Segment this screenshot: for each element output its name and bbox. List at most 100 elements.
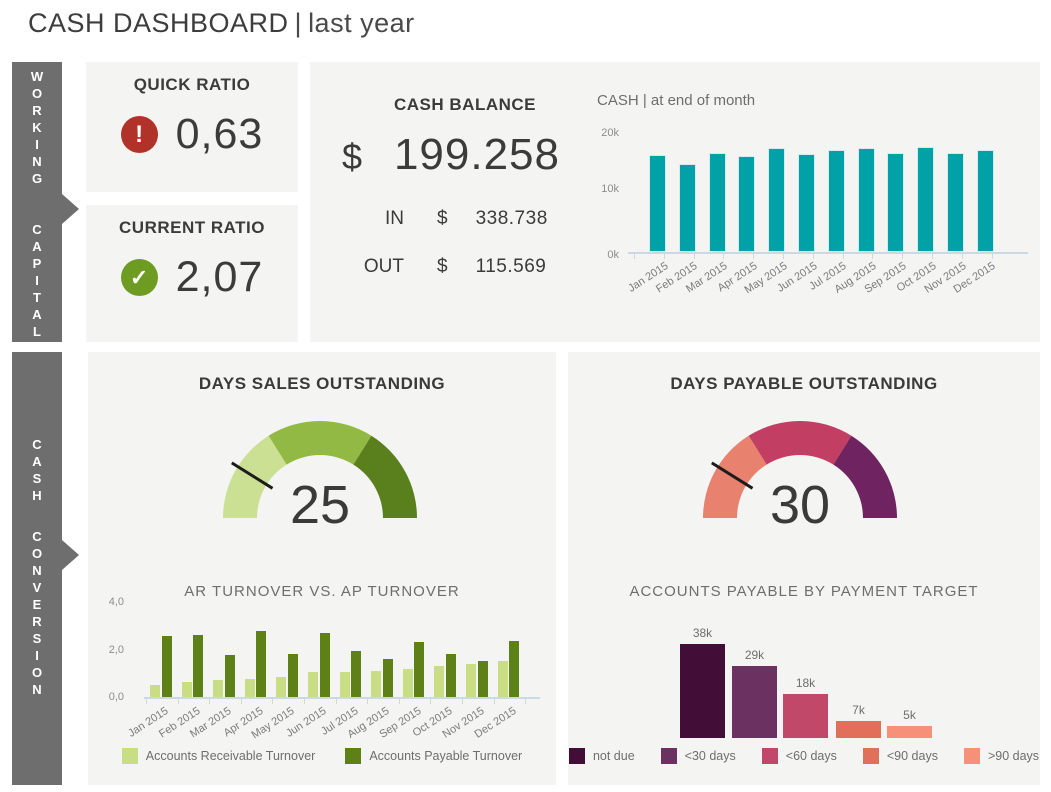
turnover-bar[interactable] xyxy=(193,635,204,697)
turnover-bar[interactable] xyxy=(339,672,350,697)
legend-item[interactable]: <30 days xyxy=(660,748,736,764)
cash-bar[interactable] xyxy=(857,148,875,252)
legend-item[interactable]: Accounts Payable Turnover xyxy=(345,748,522,764)
check-icon: ✓ xyxy=(120,259,158,296)
cash-bar[interactable] xyxy=(708,152,726,252)
cash-bar[interactable] xyxy=(976,149,994,252)
turnover-bar[interactable] xyxy=(371,670,382,697)
payment-bar[interactable] xyxy=(783,693,828,738)
cash-in-value: 338.738 xyxy=(475,208,548,229)
cash-bar[interactable] xyxy=(649,155,666,252)
turnover-bar[interactable] xyxy=(150,685,160,697)
axis-tick xyxy=(842,254,844,259)
gauge-needle-icon xyxy=(231,461,274,490)
currency-symbol: $ xyxy=(342,136,363,177)
tab-letter: A xyxy=(32,307,42,322)
cash-bar[interactable] xyxy=(678,163,696,252)
turnover-bar[interactable] xyxy=(213,680,224,697)
turnover-bar[interactable] xyxy=(308,672,318,697)
turnover-bar[interactable] xyxy=(244,679,255,697)
turnover-bar[interactable] xyxy=(276,676,287,697)
axis-tick xyxy=(493,699,495,704)
turnover-bar[interactable] xyxy=(509,641,520,697)
legend-swatch xyxy=(345,748,362,764)
tab-letter: G xyxy=(31,171,43,186)
tab-letter: A xyxy=(32,239,42,254)
legend-item[interactable]: >90 days xyxy=(963,748,1039,764)
turnover-bar[interactable] xyxy=(256,630,267,697)
payment-bar[interactable] xyxy=(732,666,777,738)
gauge-arc xyxy=(703,421,897,518)
gauge-segment xyxy=(268,421,372,465)
legend-item[interactable]: <60 days xyxy=(761,748,837,764)
turnover-bar[interactable] xyxy=(477,661,488,697)
cash-bar[interactable] xyxy=(947,152,964,252)
dpo-title: DAYS PAYABLE OUTSTANDING xyxy=(670,374,938,393)
tab-letter: N xyxy=(32,682,42,697)
legend-item[interactable]: not due xyxy=(568,748,635,764)
cash-bar[interactable] xyxy=(798,153,815,252)
tab-letter: C xyxy=(32,222,42,237)
turnover-bar[interactable] xyxy=(497,661,508,697)
current-ratio-card: CURRENT RATIO ✓ 2,07 xyxy=(86,205,298,342)
cash-out-row: OUT $ 115.569 xyxy=(340,256,546,278)
turnover-bar[interactable] xyxy=(414,642,425,697)
page-title-main: CASH DASHBOARD xyxy=(28,8,289,38)
turnover-bar[interactable] xyxy=(319,632,330,697)
y-axis-label: 0,0 xyxy=(108,691,124,703)
legend-label: <30 days xyxy=(684,749,736,763)
days-sales-outstanding-card: DAYS SALES OUTSTANDING 25 AR TURNOVER VS… xyxy=(88,352,556,785)
turnover-bar[interactable] xyxy=(224,655,235,697)
payment-bar[interactable] xyxy=(680,644,725,738)
bar-value-label: 38k xyxy=(692,626,713,641)
cash-in-row: IN $ 338.738 xyxy=(340,208,548,230)
axis-tick xyxy=(932,254,933,259)
y-axis-label: 2,0 xyxy=(108,644,124,656)
tab-letter: C xyxy=(32,529,42,544)
tab-letter: N xyxy=(32,154,42,169)
current-ratio-title: CURRENT RATIO xyxy=(119,218,265,237)
tab-letter: S xyxy=(32,631,42,646)
turnover-bar[interactable] xyxy=(161,636,172,697)
legend-label: not due xyxy=(592,749,635,763)
cash-bar[interactable] xyxy=(768,148,786,252)
turnover-bar[interactable] xyxy=(466,663,476,697)
axis-tick xyxy=(146,699,147,704)
turnover-bar[interactable] xyxy=(445,654,456,697)
turnover-bar[interactable] xyxy=(351,650,362,697)
turnover-bar[interactable] xyxy=(181,681,192,697)
page-title-subtitle: last year xyxy=(308,8,415,38)
axis-tick xyxy=(304,699,305,704)
turnover-bar[interactable] xyxy=(434,666,445,697)
bar-value-label: 18k xyxy=(795,675,816,690)
quick-ratio-title: QUICK RATIO xyxy=(133,75,251,94)
tab-letter: N xyxy=(32,563,42,578)
y-axis-label: 10k xyxy=(601,183,619,195)
axis-tick xyxy=(462,699,463,704)
turnover-bar[interactable] xyxy=(382,659,393,697)
ar-ap-turnover-chart: 0,0 2,0 4,0 Jan 2015 Feb 2015 Mar 2015 Apr 201… xyxy=(88,592,556,742)
payment-target-chart: 38k 29k 18k 7k 5k xyxy=(568,592,1040,742)
turnover-bar[interactable] xyxy=(287,654,298,697)
bar-value-label: 5k xyxy=(903,707,916,722)
tab-letter: C xyxy=(32,437,42,452)
payment-bar[interactable] xyxy=(887,725,932,738)
payment-bar[interactable] xyxy=(836,720,881,738)
tab-arrow-icon xyxy=(62,540,79,570)
cash-balance-title: CASH BALANCE xyxy=(394,95,536,114)
cash-bar[interactable] xyxy=(887,152,905,252)
axis-tick xyxy=(663,254,665,259)
legend-item[interactable]: <90 days xyxy=(862,748,938,764)
bar-value-label: 29k xyxy=(744,648,765,663)
legend-item[interactable]: Accounts Receivable Turnover xyxy=(121,748,315,764)
turnover-bar[interactable] xyxy=(402,668,413,697)
cash-bar[interactable] xyxy=(917,147,935,252)
cash-bar[interactable] xyxy=(827,149,845,252)
legend-label: Accounts Payable Turnover xyxy=(369,749,523,763)
cash-bar[interactable] xyxy=(738,155,756,252)
axis-tick xyxy=(693,254,695,259)
